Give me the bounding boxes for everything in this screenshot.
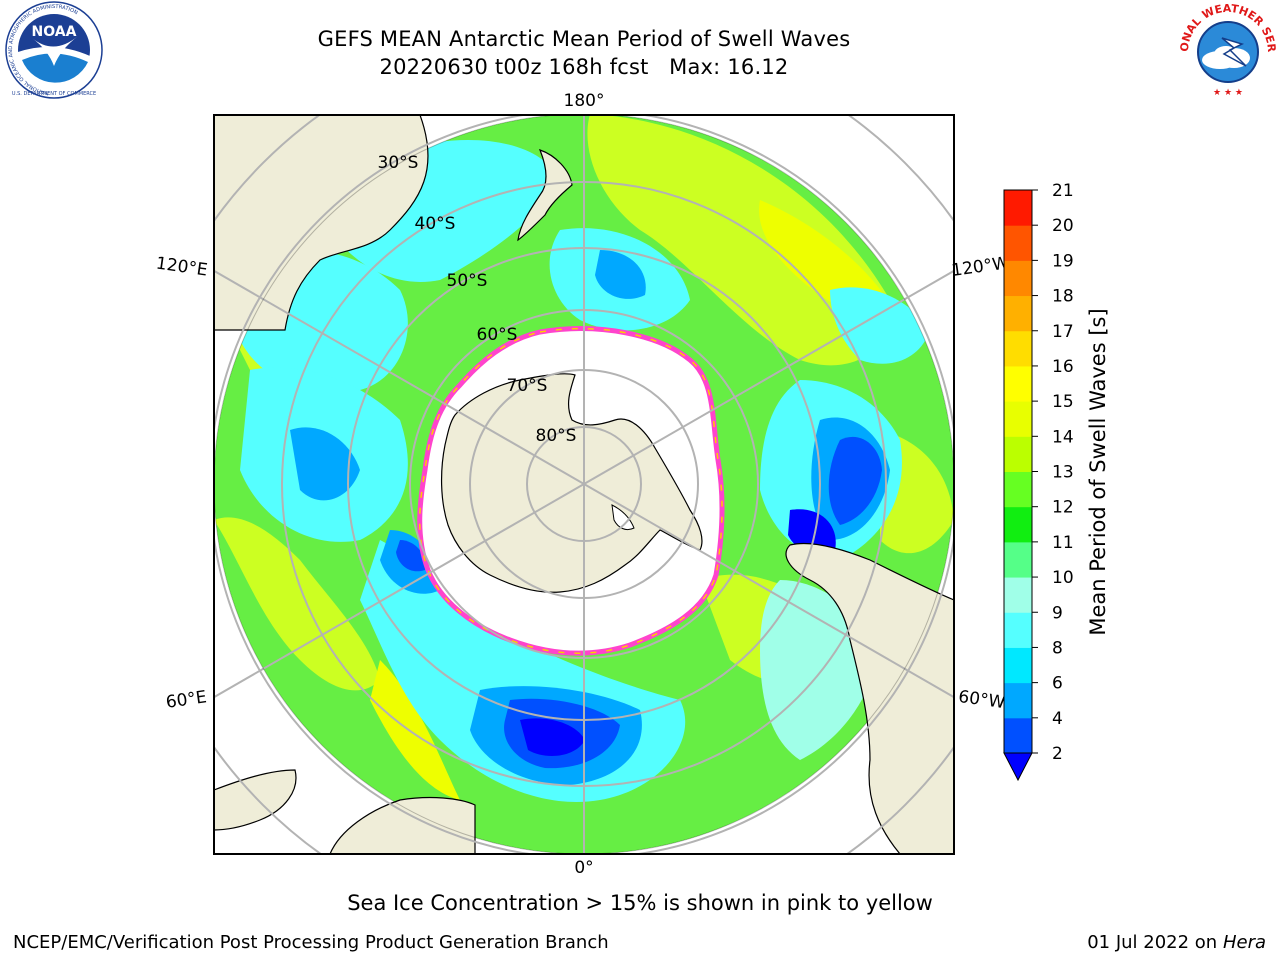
colorbar-segment xyxy=(1004,225,1032,261)
lat-label-40s: 40°S xyxy=(415,214,456,234)
lon-label-120e: 120°E xyxy=(155,254,209,281)
colorbar-segment xyxy=(1004,612,1032,648)
lat-label-80s: 80°S xyxy=(536,426,577,446)
colorbar-segment xyxy=(1004,717,1032,754)
colorbar-tick-label: 6 xyxy=(1052,674,1063,694)
lon-label-180: 180° xyxy=(564,91,605,111)
map-frame xyxy=(213,114,955,855)
colorbar-tick-label: 10 xyxy=(1052,568,1074,588)
colorbar-segment xyxy=(1004,401,1032,437)
lon-label-60w: 60°W xyxy=(957,687,1006,713)
credit-text: NCEP/EMC/Verification Post Processing Pr… xyxy=(13,932,609,953)
colorbar-tick-label: 11 xyxy=(1052,533,1074,553)
colorbar-tick-label: 8 xyxy=(1052,638,1063,658)
colorbar-label: Mean Period of Swell Waves [s] xyxy=(1086,308,1110,636)
colorbar-segment xyxy=(1004,506,1032,543)
sea-ice-note: Sea Ice Concentration > 15% is shown in … xyxy=(347,891,933,915)
colorbar-segment xyxy=(1004,190,1032,226)
colorbar-tick-label: 19 xyxy=(1052,251,1074,271)
lon-label-120w: 120°W xyxy=(950,253,1010,281)
noaa-bottom-text: U.S. DEPARTMENT OF COMMERCE xyxy=(12,91,96,97)
colorbar-tick-label: 2 xyxy=(1052,744,1063,764)
run-date: 01 Jul 2022 on Hera xyxy=(1087,932,1266,953)
colorbar-segment xyxy=(1004,577,1032,613)
colorbar-tick-label: 13 xyxy=(1052,463,1074,483)
colorbar-extend-arrow xyxy=(1003,752,1033,782)
colorbar: 2 4 6 8 9 10 11 12 13 14 15 16 17 18 19 20 21 xyxy=(1003,181,1074,782)
colorbar-tick-label: 15 xyxy=(1052,392,1074,412)
colorbar-tick-label: 20 xyxy=(1052,216,1074,236)
colorbar-segment xyxy=(1004,365,1032,402)
lon-label-0: 0° xyxy=(574,858,593,878)
colorbar-segment xyxy=(1004,260,1032,297)
noaa-logo-text: NOAA xyxy=(32,24,77,40)
colorbar-segment xyxy=(1004,682,1032,719)
svg-text:★ ★ ★: ★ ★ ★ xyxy=(1213,88,1243,98)
colorbar-segment xyxy=(1004,647,1032,684)
colorbar-tick-label: 12 xyxy=(1052,498,1074,518)
noaa-logo: NOAA NATIONAL OCEANIC AND ATMOSPHERIC AD… xyxy=(5,1,103,99)
nws-logo: NATIONAL WEATHER SERVICE ★ ★ ★ xyxy=(1176,0,1278,98)
colorbar-segment xyxy=(1004,471,1032,508)
map-subtitle-forecast: 20220630 t00z 168h fcst Max: 16.12 xyxy=(379,55,789,79)
colorbar-segment xyxy=(1004,436,1032,472)
graticule xyxy=(214,115,954,854)
colorbar-tick-label: 4 xyxy=(1052,709,1063,729)
land xyxy=(214,115,954,854)
colorbar-segment xyxy=(1004,330,1032,367)
colorbar-tick-label: 18 xyxy=(1052,287,1074,307)
colorbar-tick-label: 14 xyxy=(1052,427,1074,447)
colorbar-segment xyxy=(1004,541,1032,578)
lat-label-50s: 50°S xyxy=(447,271,488,291)
colorbar-tick-label: 9 xyxy=(1052,603,1063,623)
lat-label-30s: 30°S xyxy=(378,153,419,173)
colorbar-segment xyxy=(1004,295,1032,332)
lon-label-60e: 60°E xyxy=(165,687,208,712)
lat-label-70s: 70°S xyxy=(507,376,548,396)
map-title: GEFS MEAN Antarctic Mean Period of Swell… xyxy=(317,27,851,51)
colorbar-tick-label: 17 xyxy=(1052,322,1074,342)
colorbar-tick-label: 16 xyxy=(1052,357,1074,377)
lat-label-60s: 60°S xyxy=(477,325,518,345)
colorbar-tick-label: 21 xyxy=(1052,181,1074,201)
